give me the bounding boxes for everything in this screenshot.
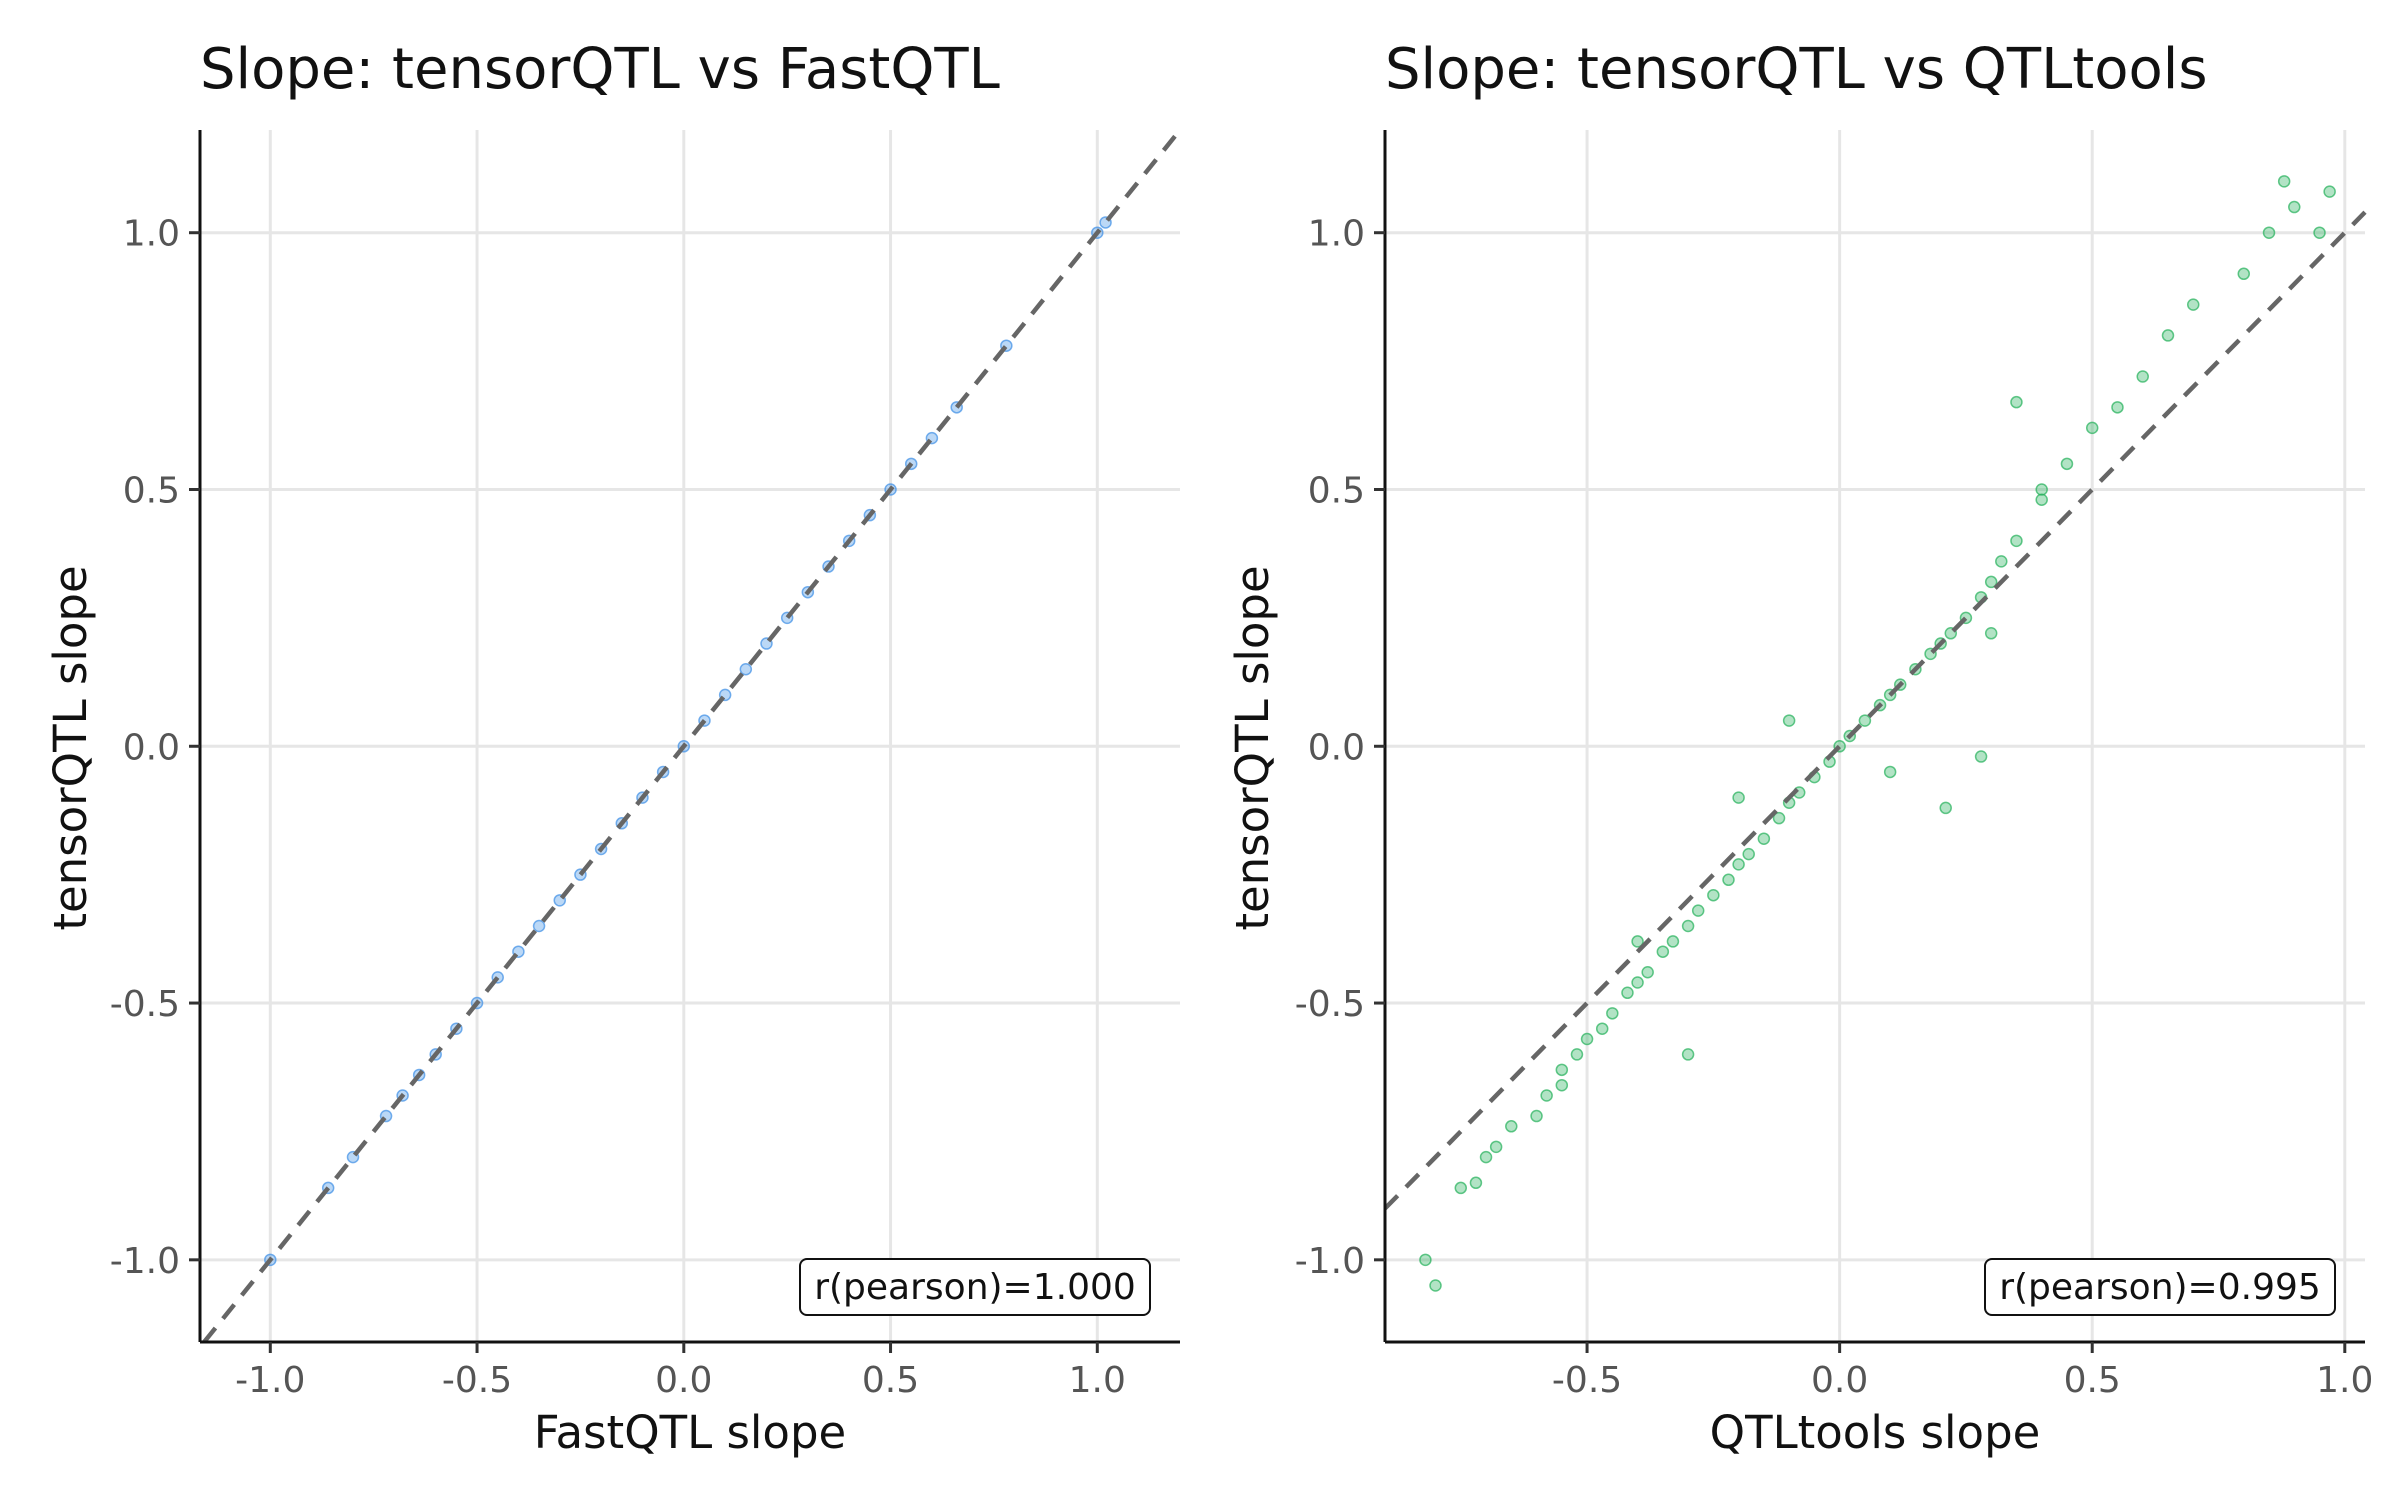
right-data-point	[1707, 888, 1720, 902]
left-x-axis-title: FastQTL slope	[534, 1406, 846, 1459]
right-data-point	[2288, 200, 2301, 214]
right-data-point	[1757, 832, 1771, 845]
right-correlation-annotation-box	[1984, 1258, 2336, 1316]
right-data-point	[1505, 1120, 1518, 1133]
right-data-point	[1530, 1109, 1543, 1123]
left-data-point	[532, 919, 546, 933]
right-data-point	[2010, 534, 2023, 548]
right-data-point	[1732, 791, 1745, 804]
right-data-point	[1570, 1048, 1584, 1061]
right-data-point	[2161, 329, 2175, 342]
right-data-point	[1469, 1176, 1483, 1190]
left-scatter-panel: Slope: tensorQTL vs FastQTL -1.0 -0.5 0.0 0…	[44, 37, 1182, 1459]
right-data-point	[2323, 185, 2336, 198]
right-x-tick-label: -0.5	[1552, 1360, 1622, 1401]
right-y-tick-label: -1.0	[1295, 1241, 1365, 1282]
right-data-point	[1580, 1032, 1594, 1046]
right-data-point	[1883, 765, 1897, 779]
right-scatter-panel: Slope: tensorQTL vs QTLtools -0.5 0.0 0.5 1…	[1226, 37, 2373, 1459]
right-data-point	[2085, 421, 2099, 435]
right-chart-title: Slope: tensorQTL vs QTLtools	[1385, 37, 2208, 102]
right-data-point	[1984, 575, 1998, 589]
right-data-point	[2262, 226, 2276, 239]
right-data-point	[1555, 1078, 1569, 1092]
right-plot-area: -0.5 0.0 0.5 1.0 -1.0 -0.5 0.0 0.5 1.0 r(pearson)…	[1295, 130, 2373, 1401]
left-reference-line	[202, 128, 1182, 1344]
right-x-tick-label: 1.0	[2316, 1360, 2373, 1401]
right-data-point	[1681, 919, 1695, 933]
left-x-tick-label: -0.5	[442, 1360, 512, 1401]
right-data-point	[1782, 714, 1796, 727]
right-data-point	[1454, 1181, 1468, 1195]
right-y-tick-label: 0.0	[1308, 727, 1365, 768]
right-data-point	[1732, 858, 1745, 871]
left-correlation-annotation-box	[799, 1258, 1151, 1316]
right-data-point	[1939, 801, 1952, 815]
left-x-tick-label: 1.0	[1069, 1360, 1126, 1401]
right-data-point	[1429, 1279, 1442, 1292]
right-data-point	[1656, 945, 1670, 958]
right-data-point	[2313, 226, 2326, 239]
left-y-tick-label: 0.0	[123, 727, 180, 768]
right-data-point	[1489, 1140, 1503, 1154]
right-data-point	[1631, 935, 1644, 948]
left-y-tick-label: -0.5	[110, 984, 180, 1025]
left-x-tick-label: -1.0	[235, 1360, 305, 1401]
left-y-tick-label: -1.0	[110, 1241, 180, 1282]
right-data-point	[1995, 555, 2008, 568]
right-data-point	[2277, 175, 2291, 188]
right-data-point	[1540, 1089, 1553, 1102]
right-data-point	[2111, 401, 2124, 414]
right-x-tick-label: 0.5	[2064, 1360, 2121, 1401]
right-data-point	[1974, 750, 1988, 763]
right-data-point	[2035, 483, 2048, 496]
right-data-point	[1606, 1007, 1619, 1020]
right-data-point	[1681, 1048, 1695, 1061]
left-data-point	[739, 662, 753, 676]
right-data-point	[1555, 1063, 1569, 1077]
right-data-point	[2035, 493, 2048, 507]
right-y-axis-title: tensorQTL slope	[1226, 565, 1279, 930]
right-reference-line	[1383, 210, 2367, 1211]
right-y-tick-label: -0.5	[1295, 984, 1365, 1025]
left-correlation-annotation: r(pearson)=1.000	[814, 1267, 1136, 1308]
left-chart-title: Slope: tensorQTL vs FastQTL	[200, 37, 1000, 102]
left-x-tick-label: 0.5	[862, 1360, 919, 1401]
right-y-tick-label: 1.0	[1308, 214, 1365, 255]
right-x-axis-title: QTLtools slope	[1710, 1406, 2041, 1459]
left-plot-area: -1.0 -0.5 0.0 0.5 1.0 -1.0 -0.5 0.0 0.5 1.0 r(pear…	[110, 128, 1182, 1401]
left-y-tick-label: 1.0	[123, 214, 180, 255]
right-data-point	[2136, 370, 2149, 383]
right-data-point	[1419, 1253, 1432, 1267]
right-data-point	[1722, 873, 1735, 887]
left-y-tick-label: 0.5	[123, 470, 180, 511]
right-data-point	[1691, 904, 1705, 917]
right-data-point	[1479, 1150, 1493, 1164]
right-x-tick-label: 0.0	[1811, 1360, 1868, 1401]
left-y-axis-title: tensorQTL slope	[44, 565, 97, 930]
right-data-point	[1858, 714, 1872, 727]
right-data-point	[1984, 627, 1998, 640]
right-points-group	[1419, 175, 2336, 1292]
right-data-point	[1742, 847, 1755, 861]
right-data-point	[1621, 986, 1634, 1000]
right-data-point	[1631, 976, 1644, 989]
right-data-point	[2060, 457, 2074, 471]
left-x-tick-label: 0.0	[655, 1360, 712, 1401]
right-y-tick-label: 0.5	[1308, 470, 1365, 511]
right-data-point	[1595, 1022, 1609, 1035]
right-correlation-annotation: r(pearson)=0.995	[1999, 1267, 2321, 1308]
right-data-point	[1772, 811, 1786, 825]
right-data-point	[1641, 965, 1654, 979]
right-data-point	[2237, 267, 2251, 281]
right-data-point	[2010, 395, 2023, 409]
right-data-point	[2186, 298, 2200, 311]
right-data-point	[1666, 935, 1680, 948]
